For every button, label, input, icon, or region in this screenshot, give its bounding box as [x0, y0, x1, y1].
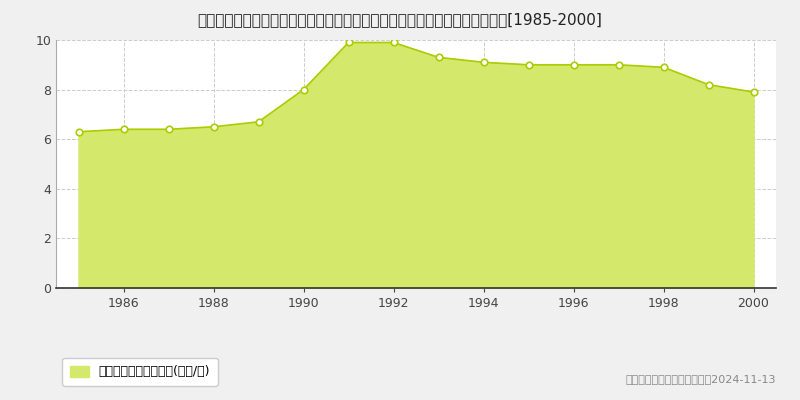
- Text: （Ｃ）土地価格ドットコム　2024-11-13: （Ｃ）土地価格ドットコム 2024-11-13: [626, 374, 776, 384]
- Point: [747, 89, 760, 95]
- Point: [702, 82, 715, 88]
- Point: [567, 62, 580, 68]
- Point: [252, 119, 265, 125]
- Point: [162, 126, 175, 132]
- Point: [432, 54, 445, 60]
- Legend: 公示地価　平均啶単価(万円/啶): 公示地価 平均啶単価(万円/啶): [62, 358, 218, 386]
- Point: [477, 59, 490, 66]
- Point: [117, 126, 130, 132]
- Point: [522, 62, 535, 68]
- Point: [387, 39, 400, 46]
- Point: [297, 86, 310, 93]
- Text: 愛知県愛知郡東郷町大字春木字上针廆間Ｕ８８番８５　公示地価　地価推移[1985-2000]: 愛知県愛知郡東郷町大字春木字上针廆間Ｕ８８番８５ 公示地価 地価推移[1985-…: [198, 12, 602, 27]
- Point: [657, 64, 670, 70]
- Point: [207, 124, 220, 130]
- Point: [342, 39, 355, 46]
- Point: [72, 128, 85, 135]
- Point: [612, 62, 625, 68]
